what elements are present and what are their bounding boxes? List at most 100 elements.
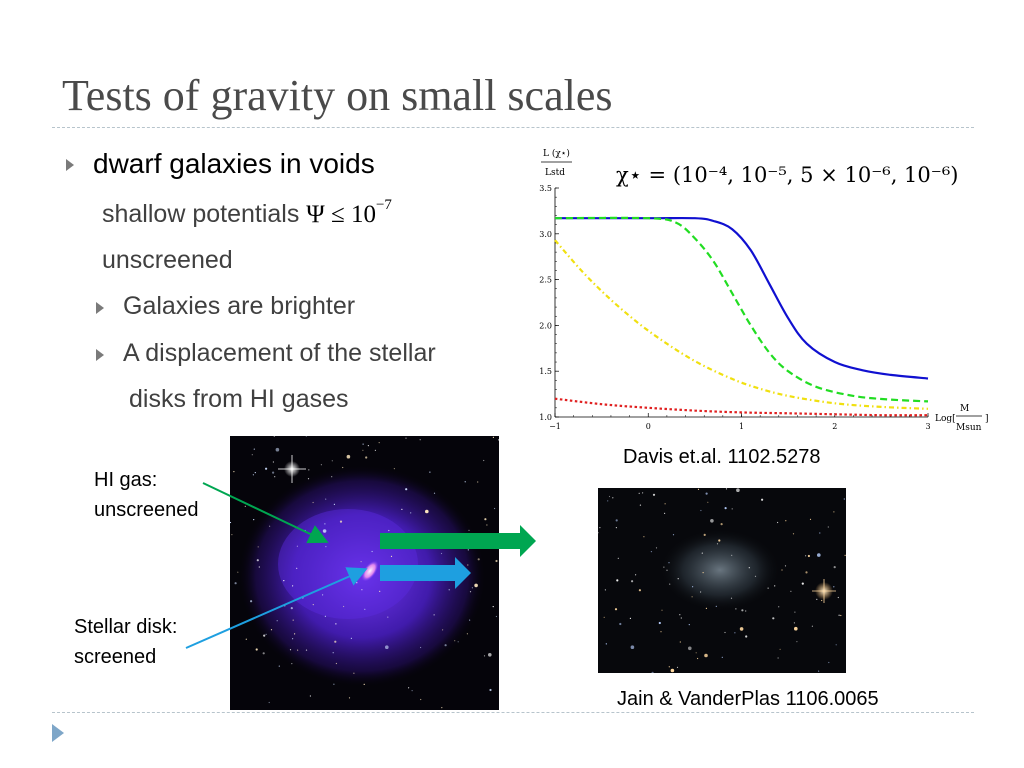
star bbox=[840, 614, 842, 617]
chart-x-tick-label: 3 bbox=[925, 422, 930, 431]
star bbox=[325, 546, 327, 548]
chart-y-tick-label: 2.5 bbox=[539, 276, 552, 285]
chart-series-line-2 bbox=[554, 216, 929, 403]
star bbox=[735, 608, 737, 610]
star bbox=[469, 591, 472, 593]
dwarf-galaxy bbox=[658, 528, 782, 612]
image-citation: Jain & VanderPlas 1106.0065 bbox=[617, 688, 879, 710]
star bbox=[231, 534, 233, 536]
star bbox=[614, 608, 618, 611]
star bbox=[324, 523, 326, 525]
star bbox=[650, 551, 652, 553]
star bbox=[296, 567, 298, 569]
star bbox=[360, 561, 362, 563]
star bbox=[364, 608, 366, 610]
star bbox=[801, 582, 804, 585]
star bbox=[492, 606, 494, 608]
chart-title: χ⋆ = (10⁻⁴, 10⁻⁵, 5 × 10⁻⁶, 10⁻⁶) bbox=[616, 163, 958, 187]
star bbox=[429, 471, 431, 473]
star bbox=[668, 666, 670, 668]
star bbox=[387, 616, 389, 618]
chart-y-tick-label: 1.0 bbox=[539, 413, 552, 422]
star bbox=[677, 578, 679, 580]
star bbox=[420, 698, 422, 701]
star bbox=[754, 575, 757, 577]
star bbox=[492, 436, 494, 438]
chart-xlabel-suffix: ] bbox=[985, 414, 989, 424]
star bbox=[307, 478, 310, 480]
star bbox=[374, 449, 376, 451]
star bbox=[616, 579, 619, 582]
star bbox=[811, 625, 813, 627]
star bbox=[670, 668, 675, 673]
star bbox=[688, 624, 690, 626]
star bbox=[335, 662, 337, 665]
chart-ylabel-bottom: Lstd bbox=[545, 168, 565, 178]
star bbox=[385, 645, 389, 649]
star bbox=[639, 504, 641, 506]
star bbox=[353, 672, 355, 674]
star bbox=[844, 554, 846, 556]
star bbox=[292, 585, 294, 587]
star bbox=[333, 503, 335, 505]
star bbox=[721, 656, 723, 658]
star bbox=[274, 476, 276, 478]
star bbox=[725, 488, 728, 490]
bullet-arrow-icon bbox=[66, 159, 74, 171]
star bbox=[697, 657, 699, 660]
star bbox=[612, 497, 614, 499]
bullet-displacement-b: disks from HI gases bbox=[129, 385, 349, 413]
star bbox=[268, 701, 270, 704]
star bbox=[720, 523, 723, 526]
star bbox=[255, 648, 258, 651]
star bbox=[833, 511, 835, 513]
star bbox=[688, 646, 692, 651]
bullet-main: dwarf galaxies in voids bbox=[93, 148, 375, 179]
star bbox=[821, 599, 823, 602]
star bbox=[716, 543, 719, 545]
potential-formula: Ψ ≤ 10−7 bbox=[306, 197, 392, 228]
star bbox=[448, 589, 450, 591]
star bbox=[605, 643, 607, 645]
star bbox=[333, 683, 335, 685]
star bbox=[833, 566, 836, 569]
star bbox=[843, 498, 845, 500]
star bbox=[464, 481, 466, 483]
star bbox=[469, 619, 471, 621]
star bbox=[638, 589, 641, 592]
star bbox=[346, 454, 351, 459]
star bbox=[718, 539, 721, 542]
star bbox=[835, 644, 837, 646]
star bbox=[833, 586, 835, 588]
chart-xlabel-num: M bbox=[960, 404, 969, 414]
star bbox=[794, 626, 798, 631]
star bbox=[367, 445, 369, 447]
star bbox=[296, 545, 298, 547]
chart-y-tick-label: 1.5 bbox=[539, 367, 552, 376]
star bbox=[324, 615, 326, 617]
chart-series-line-1 bbox=[555, 216, 929, 380]
star bbox=[495, 615, 497, 618]
star bbox=[607, 500, 609, 502]
star bbox=[283, 580, 285, 582]
star bbox=[615, 527, 617, 529]
star bbox=[405, 437, 407, 439]
chart-ylabel-top: L (χ⋆) bbox=[543, 148, 570, 159]
star bbox=[705, 492, 708, 495]
stellar-disk-state: screened bbox=[74, 646, 157, 668]
star bbox=[230, 521, 232, 524]
star bbox=[704, 653, 708, 658]
star bbox=[466, 633, 468, 635]
star bbox=[619, 622, 622, 626]
star bbox=[245, 638, 247, 640]
hi-gas-annotation: HI gas: unscreened bbox=[94, 465, 199, 525]
star bbox=[477, 558, 480, 561]
star bbox=[483, 655, 486, 657]
luminosity-chart: L (χ⋆) Lstd χ⋆ = (10⁻⁴, 10⁻⁵, 5 × 10⁻⁶, … bbox=[539, 148, 989, 433]
star bbox=[748, 567, 750, 569]
star bbox=[652, 493, 656, 496]
hi-gas-label: HI gas: bbox=[94, 469, 158, 491]
star bbox=[819, 532, 821, 534]
star bbox=[269, 525, 271, 527]
